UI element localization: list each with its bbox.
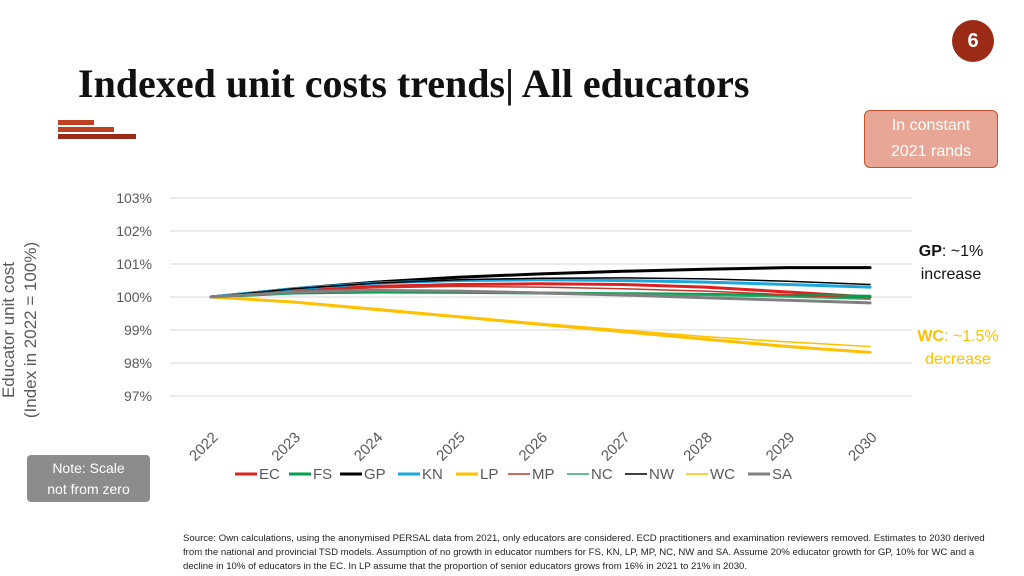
- y-tick-label: 97%: [124, 388, 152, 404]
- x-tick-label: 2025: [433, 429, 469, 465]
- y-tick-label: 103%: [116, 190, 152, 206]
- y-tick-label: 99%: [124, 322, 152, 338]
- y-tick-label: 102%: [116, 223, 152, 239]
- y-tick-label: 101%: [116, 256, 152, 272]
- legend-label-mp: MP: [532, 466, 555, 483]
- source-note: Source: Own calculations, using the anon…: [183, 533, 985, 572]
- y-tick-label: 100%: [116, 289, 152, 305]
- x-tick-label: 2022: [186, 429, 222, 465]
- page-title: Indexed unit costs trends| All educators: [78, 61, 750, 106]
- series-line-nw: [210, 277, 871, 298]
- legend-label-nc: NC: [591, 466, 613, 483]
- x-tick-label: 2026: [516, 429, 552, 465]
- callout-line-1: In constant: [891, 117, 971, 134]
- legend-label-sa: SA: [772, 466, 792, 483]
- note-line-2: not from zero: [47, 480, 130, 497]
- callout-line-2: 2021 rands: [890, 143, 972, 160]
- x-tick-label: 2023: [268, 429, 304, 465]
- gp-annotation-line-2: increase: [920, 266, 982, 283]
- legend-label-ec: EC: [259, 466, 280, 483]
- x-tick-label: 2029: [763, 429, 799, 465]
- x-tick-label: 2028: [680, 429, 716, 465]
- scale-note: Note: Scale not from zero: [27, 455, 150, 502]
- series-line-sa: [209, 288, 872, 305]
- y-tick-label: 98%: [124, 355, 152, 371]
- x-tick-label: 2030: [845, 429, 881, 465]
- constant-rands-callout: In constant 2021 rands: [864, 110, 998, 168]
- legend-label-fs: FS: [313, 466, 332, 483]
- series-line-lp: [209, 295, 872, 354]
- legend-label-nw: NW: [649, 466, 675, 483]
- page-number-badge: 6: [952, 20, 994, 62]
- legend-label-lp: LP: [480, 466, 498, 483]
- gp-annotation: GP: ~1% increase: [912, 240, 990, 286]
- gp-annotation-key: GP: [918, 243, 942, 260]
- x-tick-label: 2027: [598, 429, 634, 465]
- note-line-1: Note: Scale: [52, 459, 125, 476]
- wc-annotation: WC: ~1.5% decrease: [910, 325, 1006, 371]
- gp-annotation-value: : ~1%: [941, 243, 984, 260]
- series-line-ec: [209, 282, 872, 299]
- series-line-wc: [210, 296, 871, 348]
- x-tick-label: 2024: [351, 429, 387, 465]
- legend-label-kn: KN: [422, 466, 443, 483]
- legend-label-gp: GP: [364, 466, 386, 483]
- wc-annotation-key: WC: [917, 328, 944, 345]
- wc-annotation-value: : ~1.5%: [943, 328, 999, 345]
- legend-label-wc: WC: [710, 466, 735, 483]
- wc-annotation-line-2: decrease: [925, 351, 991, 368]
